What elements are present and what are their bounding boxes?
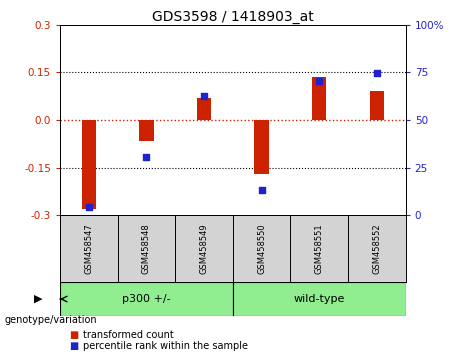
Point: [373, 70, 381, 76]
Bar: [370, 91, 384, 120]
Bar: [233, 282, 406, 316]
Text: GSM458548: GSM458548: [142, 223, 151, 274]
Text: GSM458549: GSM458549: [200, 223, 208, 274]
Point: [142, 155, 150, 160]
Bar: [197, 98, 211, 120]
Text: genotype/variation: genotype/variation: [5, 315, 97, 325]
Text: ▶: ▶: [34, 294, 42, 304]
Point: [200, 93, 207, 99]
Text: GSM458550: GSM458550: [257, 223, 266, 274]
Point: [85, 205, 92, 210]
Point: [258, 187, 266, 193]
Text: p300 +/-: p300 +/-: [122, 294, 171, 304]
Point: [315, 78, 323, 84]
Text: wild-type: wild-type: [294, 294, 345, 304]
Text: transformed count: transformed count: [83, 330, 174, 339]
Text: ■: ■: [69, 341, 78, 351]
Text: percentile rank within the sample: percentile rank within the sample: [83, 341, 248, 351]
Title: GDS3598 / 1418903_at: GDS3598 / 1418903_at: [152, 10, 313, 24]
Text: GSM458552: GSM458552: [372, 223, 381, 274]
Text: ■: ■: [69, 330, 78, 339]
Bar: [82, 120, 96, 209]
Bar: [312, 77, 326, 120]
Text: GSM458551: GSM458551: [315, 223, 324, 274]
Bar: [60, 282, 233, 316]
Bar: [254, 120, 269, 174]
Text: GSM458547: GSM458547: [84, 223, 93, 274]
Bar: [139, 120, 154, 141]
